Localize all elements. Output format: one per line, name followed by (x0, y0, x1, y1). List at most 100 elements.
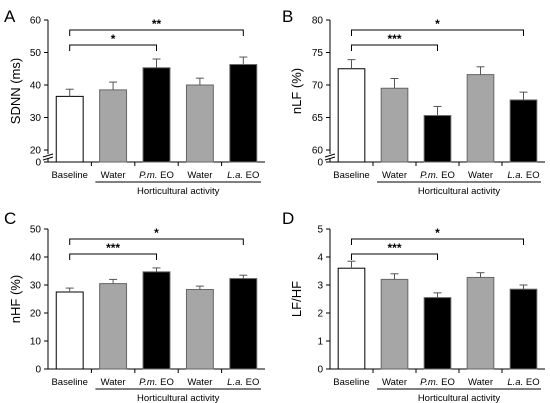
bar (142, 67, 171, 163)
bar (55, 291, 84, 370)
y-tick-label: 4 (317, 253, 323, 264)
y-tick-label: 5 (317, 225, 323, 236)
x-tick-label: Water (468, 377, 493, 388)
x-tick-label: L.a. EO (507, 170, 539, 181)
y-tick-label: 70 (312, 81, 324, 92)
significance-bracket (351, 238, 524, 245)
bar (509, 99, 538, 163)
panel-a: A SDNN (ms) 020 30 40 50 60 Baseline Water P.m. E… (4, 7, 265, 197)
group-label: Horticultural activity (137, 393, 220, 403)
y-tick-label: 2 (317, 309, 323, 320)
axis-break-mark (324, 153, 336, 158)
significance-bracket (351, 44, 438, 51)
significance-label: * (435, 17, 440, 31)
x-tick-label: P.m. EO (139, 170, 174, 181)
bar (185, 288, 214, 370)
x-tick-label: Water (468, 170, 493, 181)
significance-label: * (435, 226, 440, 240)
y-axis-title: SDNN (ms) (8, 58, 23, 124)
significance-label: * (111, 32, 116, 46)
bar (466, 276, 495, 370)
axis-break-mark (42, 156, 54, 161)
y-tick-label: 60 (312, 146, 324, 157)
significance-label: *** (387, 241, 401, 255)
x-tick-label: P.m. EO (420, 377, 455, 388)
x-tick-label: Water (382, 170, 407, 181)
x-tick-label: Water (101, 170, 126, 181)
bar (380, 87, 409, 163)
bar (466, 74, 495, 163)
significance-label: *** (106, 241, 120, 255)
y-tick-label: 20 (30, 146, 42, 157)
bar (229, 278, 258, 370)
bar (509, 288, 538, 370)
significance-bracket (351, 29, 524, 36)
x-tick-label: P.m. EO (139, 377, 174, 388)
y-tick-label: 0 (35, 158, 41, 169)
group-label: Horticultural activity (418, 393, 501, 403)
panel-letter: B (282, 7, 293, 26)
y-tick-label: 40 (30, 253, 42, 264)
x-tick-label: L.a. EO (227, 377, 259, 388)
y-tick-label: 60 (30, 16, 42, 27)
x-tick-label: Water (187, 170, 212, 181)
y-tick-label: 50 (30, 225, 42, 236)
significance-label: *** (387, 32, 401, 46)
y-tick-label: 80 (312, 16, 324, 27)
x-tick-label: Baseline (51, 377, 87, 388)
group-label: Horticultural activity (137, 186, 220, 197)
panel-letter: C (4, 209, 16, 228)
bar (55, 95, 84, 163)
bar (380, 278, 409, 370)
significance-bracket (69, 253, 157, 260)
y-axis-title: nLF (%) (289, 68, 304, 114)
bar (99, 283, 128, 370)
x-tick-label: Water (101, 377, 126, 388)
y-tick-label: 1 (317, 337, 323, 348)
y-tick-label: 20 (30, 309, 42, 320)
panel-d: D LF/HF 0 1 2 3 4 5 Baseline Water P.m. EO Water L.a… (282, 209, 545, 403)
bar (99, 89, 128, 163)
x-tick-label: Baseline (333, 377, 369, 388)
bar (423, 297, 452, 370)
axis-break-mark (42, 153, 54, 158)
x-tick-label: Water (382, 377, 407, 388)
y-axis-title: LF/HF (289, 281, 304, 317)
y-tick-label: 30 (30, 113, 42, 124)
y-tick-label: 0 (317, 158, 323, 169)
panel-letter: A (4, 7, 16, 26)
x-tick-label: Baseline (333, 170, 369, 181)
y-tick-label: 75 (312, 48, 324, 59)
bar (142, 271, 171, 370)
y-tick-label: 3 (317, 281, 323, 292)
significance-label: ** (152, 17, 162, 31)
group-label: Horticultural activity (418, 186, 501, 197)
bar (185, 84, 214, 163)
x-tick-label: P.m. EO (420, 170, 455, 181)
significance-label: * (154, 226, 159, 240)
bar (423, 115, 452, 163)
y-tick-label: 40 (30, 81, 42, 92)
y-tick-label: 30 (30, 281, 42, 292)
bar (229, 64, 258, 163)
x-tick-label: Baseline (51, 170, 87, 181)
y-tick-label: 0 (35, 365, 41, 376)
bar (337, 68, 366, 163)
x-tick-label: Water (187, 377, 212, 388)
x-tick-label: L.a. EO (227, 170, 259, 181)
significance-bracket (69, 29, 244, 36)
y-tick-label: 10 (30, 337, 42, 348)
y-tick-label: 0 (317, 365, 323, 376)
significance-bracket (69, 238, 244, 245)
bar (337, 267, 366, 370)
y-tick-label: 65 (312, 113, 324, 124)
y-tick-label: 50 (30, 48, 42, 59)
significance-bracket (351, 253, 438, 260)
significance-bracket (69, 44, 157, 51)
y-axis-title: nHF (%) (8, 275, 23, 323)
x-tick-label: L.a. EO (507, 377, 539, 388)
panel-letter: D (282, 209, 294, 228)
